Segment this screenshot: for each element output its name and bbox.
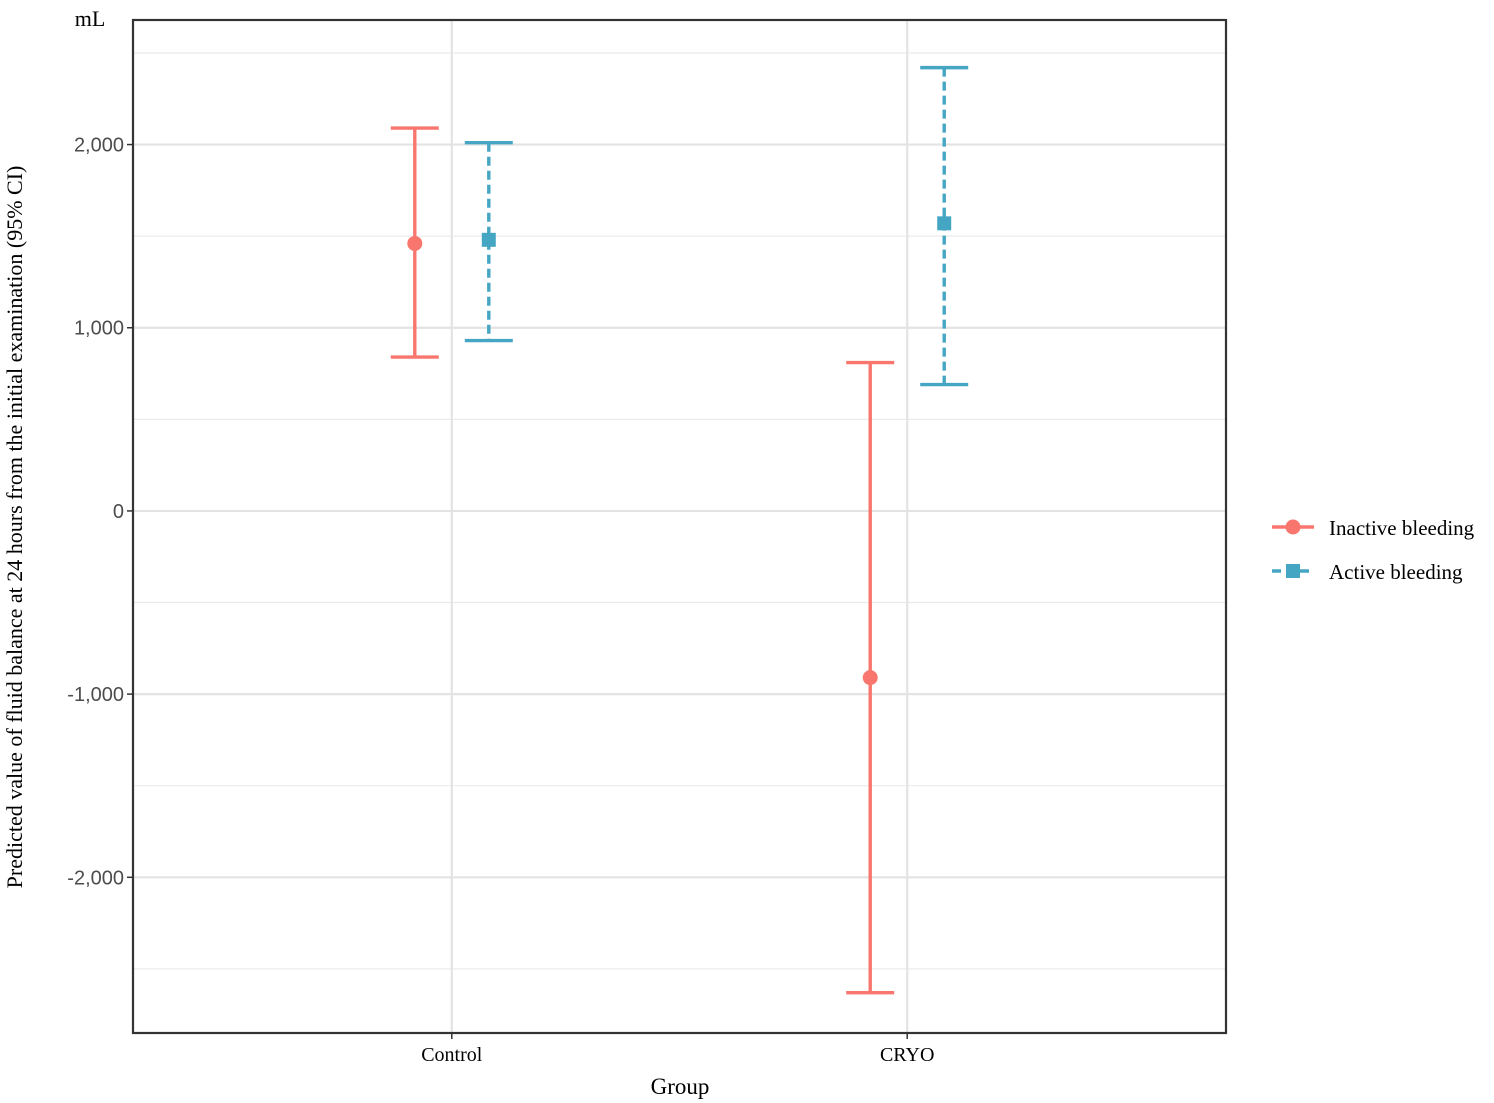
point-estimate xyxy=(862,670,878,686)
legend-key-marker xyxy=(1285,519,1301,535)
y-tick-label: 0 xyxy=(113,501,124,523)
legend-label: Inactive bleeding xyxy=(1329,516,1475,540)
plot-panel-border xyxy=(131,18,1228,1035)
legend-key-marker xyxy=(1286,564,1300,578)
y-axis-title: Predicted value of fluid balance at 24 h… xyxy=(2,166,27,889)
x-axis-title: Group xyxy=(651,1074,710,1099)
y-tick-label: -2,000 xyxy=(67,867,124,889)
grid-major xyxy=(133,20,1226,1033)
x-tick-label: CRYO xyxy=(880,1044,934,1066)
y-unit-label: mL xyxy=(75,6,106,31)
point-estimate xyxy=(407,235,423,251)
grid-minor xyxy=(133,52,1226,970)
x-tick-label: Control xyxy=(421,1044,483,1066)
point-estimate xyxy=(937,216,952,231)
y-tick-label: 1,000 xyxy=(74,318,124,340)
legend-label: Active bleeding xyxy=(1329,560,1463,584)
y-tick-label: -1,000 xyxy=(67,684,124,706)
y-tick-label: 2,000 xyxy=(74,135,124,157)
legend: Inactive bleeding Active bleeding xyxy=(1272,516,1475,584)
axis-ticks: -2,000 -1,000 0 1,000 2,000 Control CRYO xyxy=(67,135,934,1066)
series-layer xyxy=(390,65,969,995)
point-estimate xyxy=(481,232,496,247)
